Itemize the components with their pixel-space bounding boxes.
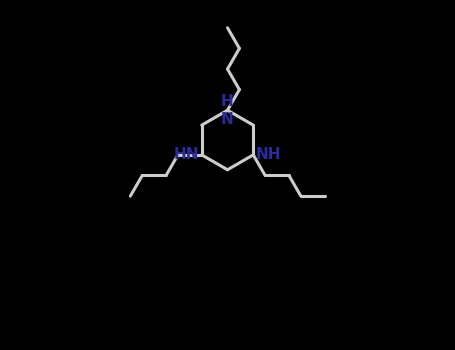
Text: HN: HN <box>173 147 199 162</box>
Text: NH: NH <box>256 147 282 162</box>
Text: H: H <box>221 93 234 108</box>
Text: N: N <box>221 112 234 127</box>
